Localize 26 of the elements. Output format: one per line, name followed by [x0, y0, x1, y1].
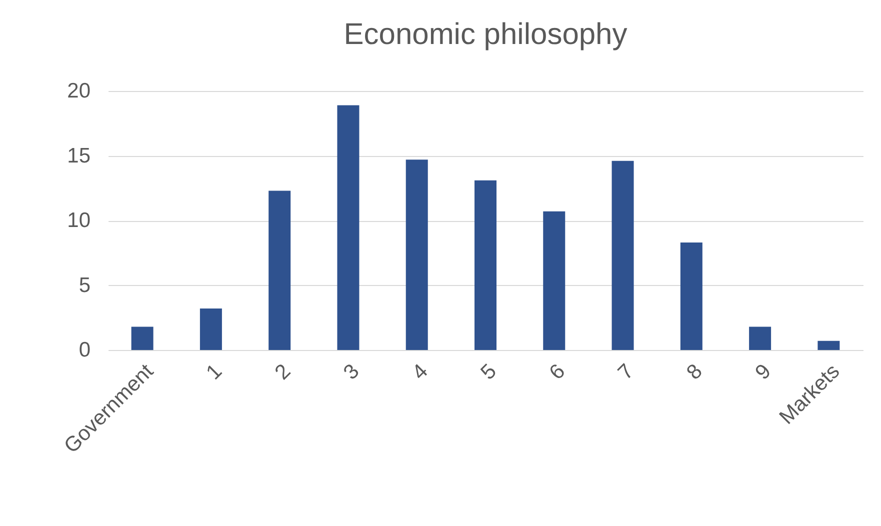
bar [337, 105, 360, 350]
x-tick-label: 1 [202, 360, 227, 384]
x-tick-label: 6 [545, 360, 570, 384]
bar [268, 190, 291, 350]
x-tick-label: 4 [408, 360, 433, 384]
x-tick-label: 3 [339, 360, 364, 384]
bar [543, 211, 566, 350]
y-tick-label: 20 [67, 80, 90, 102]
y-tick-label: 0 [78, 338, 90, 362]
bar [131, 326, 154, 350]
x-tick-label: 2 [270, 360, 296, 384]
x-tick-label: 5 [476, 360, 502, 384]
y-tick-label: 10 [67, 209, 90, 232]
y-tick-label: 15 [67, 144, 90, 168]
bar [612, 160, 634, 350]
bar [818, 340, 840, 350]
bar [406, 160, 428, 350]
x-tick-label: 8 [682, 360, 707, 384]
bar [200, 308, 222, 350]
bar [474, 180, 496, 350]
x-tick-label: 7 [614, 360, 638, 384]
chart-title: Economic philosophy [344, 18, 628, 51]
x-tick-label: 9 [751, 360, 776, 384]
y-tick-label: 5 [78, 274, 90, 297]
bar [749, 326, 772, 350]
bar [680, 242, 702, 350]
